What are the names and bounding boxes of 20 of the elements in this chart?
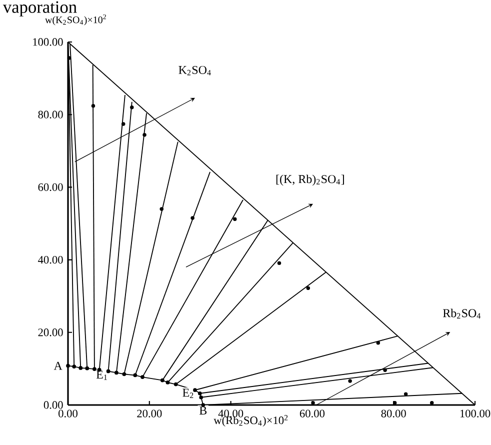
- x-tick-label: 20.00: [137, 410, 162, 418]
- annotation: [(K, Rb)$_{2}$SO$_{4}$]: [276, 174, 344, 186]
- annotation: B: [199, 406, 207, 414]
- y-axis-title: w(K$_{2}$SO$_{4}$)×10$^{2}$: [44, 14, 106, 26]
- annotation: A: [54, 362, 62, 370]
- y-tick-label: 40.00: [38, 256, 63, 264]
- annotation: E$_{2}$: [182, 388, 194, 398]
- x-tick-label: 0.00: [58, 410, 78, 418]
- annotation: K$_{2}$SO$_{4}$: [178, 66, 211, 76]
- annotation: Rb$_{2}$SO$_{4}$: [443, 308, 481, 318]
- y-tick-label: 0.00: [44, 401, 63, 409]
- x-tick-label: 40.00: [218, 410, 244, 418]
- x-tick-label: 80.00: [381, 410, 406, 418]
- chart-title: vaporation: [2, 1, 77, 16]
- y-tick-label: 20.00: [38, 328, 63, 336]
- y-tick-label: 80.00: [38, 110, 63, 118]
- y-tick-label: 60.00: [38, 183, 63, 192]
- x-tick-label: 60.00: [300, 410, 325, 418]
- y-tick-label: 100.00: [33, 38, 63, 46]
- x-tick-label: 100.00: [460, 410, 490, 418]
